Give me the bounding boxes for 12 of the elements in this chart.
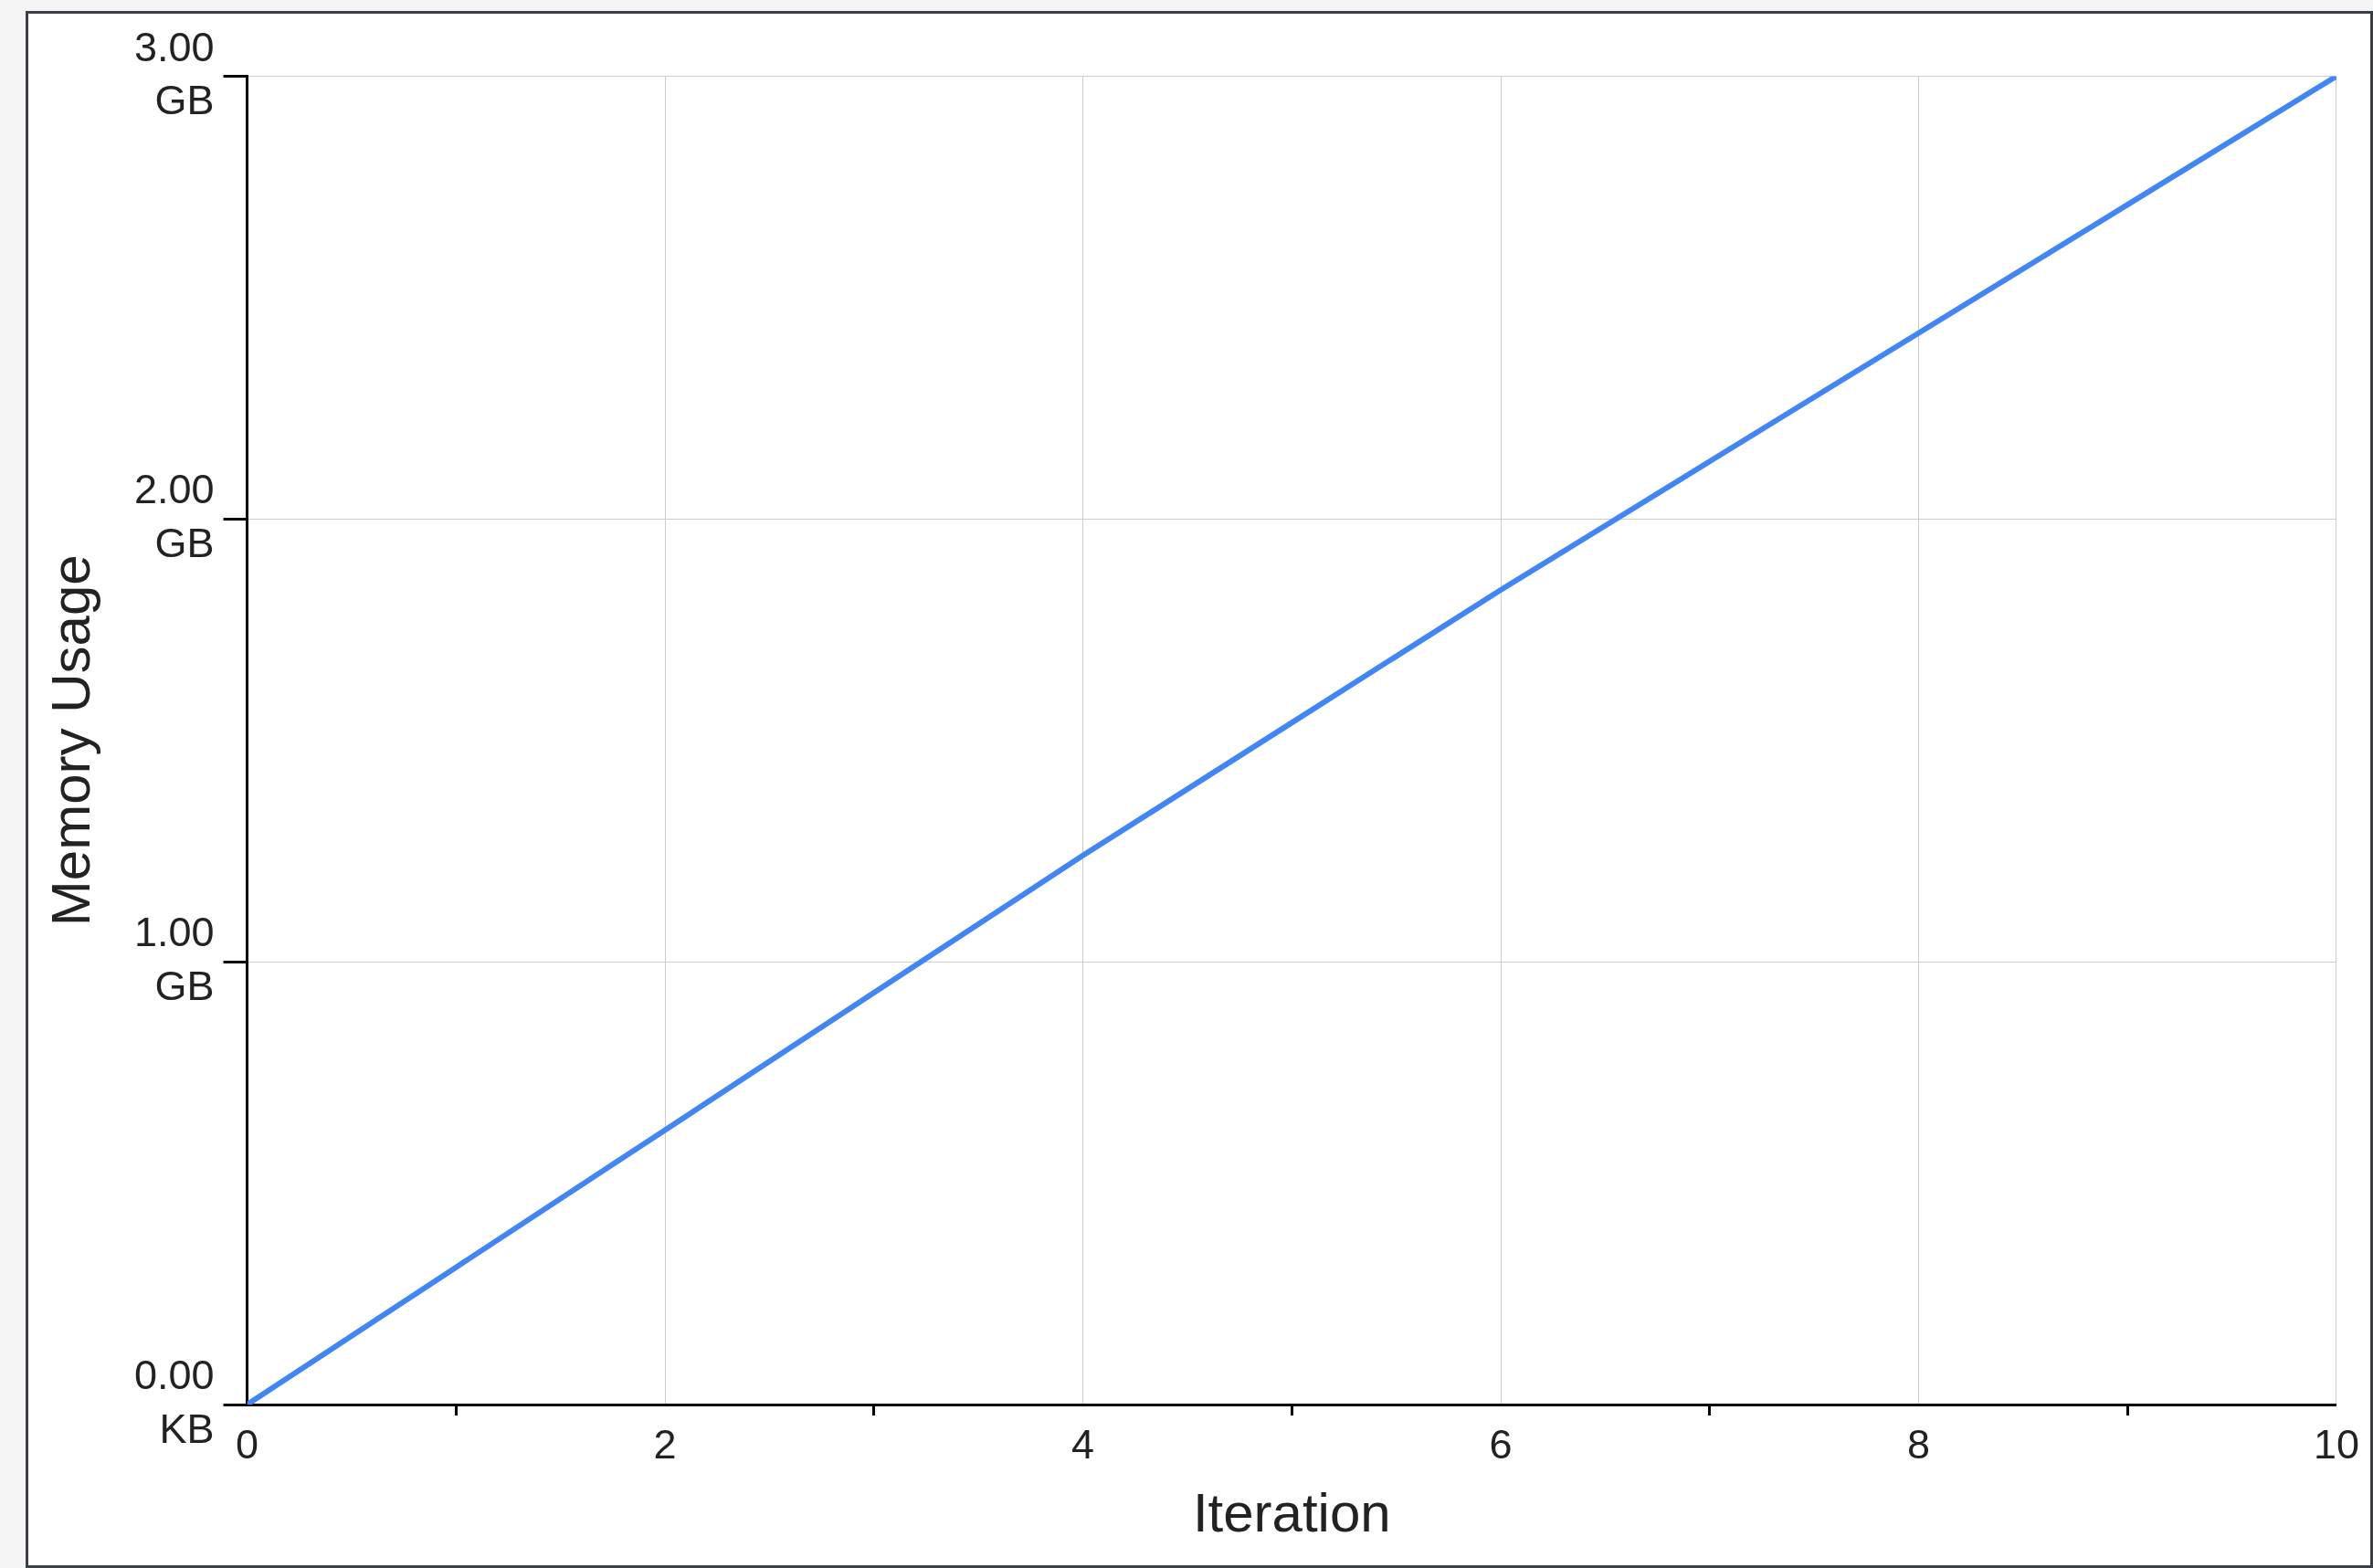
y-tick-label: 2.00 GB (133, 466, 215, 566)
x-tick-label: 0 (236, 1421, 259, 1468)
y-axis-title: Memory Usage (39, 554, 101, 927)
x-tick-label: 6 (1489, 1421, 1513, 1468)
y-tick-label: 0.00 KB (133, 1352, 215, 1452)
x-tick-label: 4 (1071, 1421, 1095, 1468)
x-tick-label: 2 (653, 1421, 677, 1468)
y-tick-label: 1.00 GB (133, 909, 215, 1009)
x-tick-label: 8 (1906, 1421, 1931, 1468)
y-tick-label: 3.00 GB (133, 23, 215, 124)
x-tick-label: 10 (2313, 1421, 2359, 1468)
x-axis-title: Iteration (1192, 1481, 1391, 1543)
